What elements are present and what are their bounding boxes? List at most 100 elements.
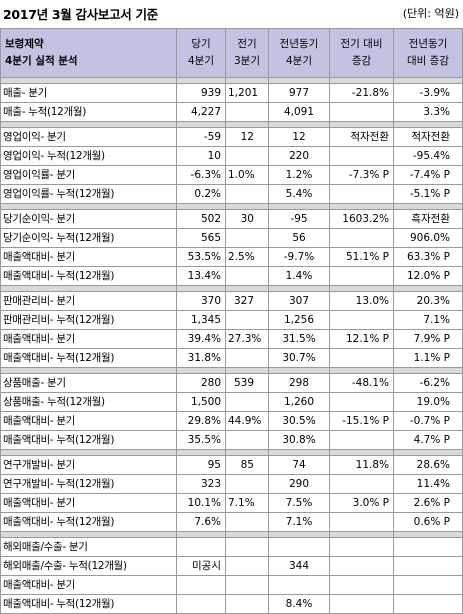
qoq-change — [329, 537, 394, 557]
header-yoy-line2: 대비 증감 — [407, 55, 449, 67]
qoq-change — [329, 594, 394, 614]
row-label: 매출액대비- 누적(12개월) — [0, 430, 177, 450]
last-year-value: -9.7% — [268, 247, 330, 267]
table-row: 매출액대비- 누적(12개월) 35.5% 30.8% 4.7% P — [0, 430, 463, 450]
qoq-change — [329, 474, 394, 494]
report-title: 2017년 3월 감사보고서 기준 — [3, 7, 158, 22]
previous-value: 27.3% — [225, 329, 269, 349]
row-label: 판매관리비- 누적(12개월) — [0, 310, 177, 330]
current-value: 4,227 — [176, 102, 226, 122]
last-year-value: 220 — [268, 146, 330, 166]
last-year-value: 4,091 — [268, 102, 330, 122]
qoq-change — [329, 266, 394, 286]
yoy-change: 11.4% — [393, 474, 463, 494]
header-last-year-line2: 4분기 — [285, 55, 312, 67]
row-label: 당기순이익- 분기 — [0, 209, 177, 229]
last-year-value: 12 — [268, 127, 330, 147]
title-bar: 2017년 3월 감사보고서 기준 (단위: 억원) — [0, 0, 463, 28]
table-row: 매출액대비- 누적(12개월) 7.6% 7.1% 0.6% P — [0, 512, 463, 532]
yoy-change: 7.1% — [393, 310, 463, 330]
yoy-change: 63.3% P — [393, 247, 463, 267]
previous-value — [225, 310, 269, 330]
current-value: 370 — [176, 291, 226, 311]
last-year-value: 1.4% — [268, 266, 330, 286]
row-label: 상품매출- 누적(12개월) — [0, 392, 177, 412]
qoq-change: -7.3% P — [329, 165, 394, 185]
last-year-value: 344 — [268, 556, 330, 576]
group-separator — [0, 367, 463, 374]
row-label: 매출액대비- 누적(12개월) — [0, 266, 177, 286]
row-label: 해외매출/수출- 누적(12개월) — [0, 556, 177, 576]
yoy-change: 19.0% — [393, 392, 463, 412]
current-value: 미공시 — [176, 556, 226, 576]
table-row: 당기순이익- 누적(12개월) 565 56 906.0% — [0, 228, 463, 248]
previous-value — [225, 537, 269, 557]
current-value: 1,345 — [176, 310, 226, 330]
qoq-change — [329, 556, 394, 576]
qoq-change — [329, 512, 394, 532]
table-row: 영업이익- 분기 -59 12 12 적자전환 적자전환 — [0, 127, 463, 147]
row-label: 매출액대비- 누적(12개월) — [0, 348, 177, 368]
table-row: 영업이익- 누적(12개월) 10 220 -95.4% — [0, 146, 463, 166]
yoy-change: -95.4% — [393, 146, 463, 166]
yoy-change: 28.6% — [393, 455, 463, 475]
row-label: 연구개발비- 분기 — [0, 455, 177, 475]
yoy-change — [393, 556, 463, 576]
table-row: 매출액대비- 분기 29.8% 44.9% 30.5% -15.1% P -0.7% P — [0, 411, 463, 431]
last-year-value: 74 — [268, 455, 330, 475]
current-value: 1,500 — [176, 392, 226, 412]
previous-value: 1.0% — [225, 165, 269, 185]
qoq-change — [329, 184, 394, 204]
table-row: 판매관리비- 누적(12개월) 1,345 1,256 7.1% — [0, 310, 463, 330]
last-year-value: 1,260 — [268, 392, 330, 412]
row-label: 영업이익률- 분기 — [0, 165, 177, 185]
qoq-change — [329, 392, 394, 412]
table-row: 연구개발비- 분기 95 85 74 11.8% 28.6% — [0, 455, 463, 475]
yoy-change — [393, 594, 463, 614]
group-separator — [0, 203, 463, 210]
row-label: 영업이익- 분기 — [0, 127, 177, 147]
row-label: 매출액대비- 누적(12개월) — [0, 594, 177, 614]
previous-value: 7.1% — [225, 493, 269, 513]
previous-value — [225, 556, 269, 576]
previous-value — [225, 474, 269, 494]
yoy-change: 4.7% P — [393, 430, 463, 450]
table-row: 매출액대비- 누적(12개월) 13.4% 1.4% 12.0% P — [0, 266, 463, 286]
previous-value — [225, 348, 269, 368]
previous-value — [225, 430, 269, 450]
table-row: 해외매출/수출- 분기 — [0, 537, 463, 557]
row-label: 판매관리비- 분기 — [0, 291, 177, 311]
current-value: 0.2% — [176, 184, 226, 204]
last-year-value: 307 — [268, 291, 330, 311]
row-label: 매출액대비- 분기 — [0, 411, 177, 431]
qoq-change — [329, 228, 394, 248]
previous-value — [225, 266, 269, 286]
last-year-value — [268, 575, 330, 595]
header-qoq-line1: 전기 대비 — [340, 38, 383, 50]
current-value: 7.6% — [176, 512, 226, 532]
last-year-value: 298 — [268, 373, 330, 393]
header-yoy: 전년동기 대비 증감 — [393, 28, 463, 78]
current-value: 280 — [176, 373, 226, 393]
qoq-change: -21.8% — [329, 83, 394, 103]
current-value: 939 — [176, 83, 226, 103]
previous-value: 2.5% — [225, 247, 269, 267]
yoy-change: 12.0% P — [393, 266, 463, 286]
header-label-cell: 보령제약 4분기 실적 분석 — [0, 28, 177, 78]
previous-value: 85 — [225, 455, 269, 475]
row-label: 매출액대비- 분기 — [0, 329, 177, 349]
row-label: 상품매출- 분기 — [0, 373, 177, 393]
header-current-line2: 4분기 — [187, 55, 214, 67]
row-label: 영업이익률- 누적(12개월) — [0, 184, 177, 204]
current-value: 13.4% — [176, 266, 226, 286]
row-label: 영업이익- 누적(12개월) — [0, 146, 177, 166]
previous-value — [225, 594, 269, 614]
last-year-value: 1,256 — [268, 310, 330, 330]
qoq-change — [329, 102, 394, 122]
qoq-change — [329, 146, 394, 166]
group-separator — [0, 531, 463, 538]
previous-value — [225, 146, 269, 166]
header-previous-line2: 3분기 — [233, 55, 260, 67]
previous-value: 327 — [225, 291, 269, 311]
current-value: 10.1% — [176, 493, 226, 513]
